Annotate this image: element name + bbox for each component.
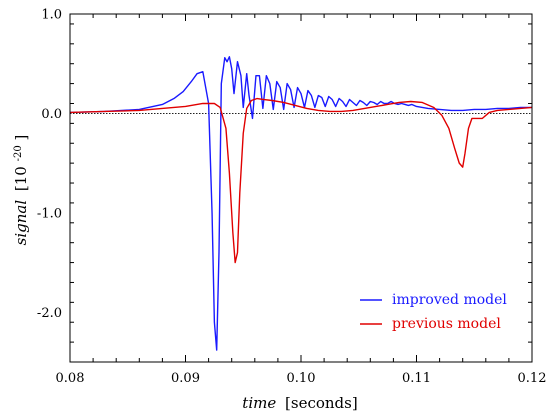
x-tick-label: 0.11	[402, 371, 431, 386]
y-tick-label: 1.0	[41, 8, 62, 23]
x-tick-label: 0.12	[518, 371, 547, 386]
x-axis-label-italic: time	[242, 394, 276, 412]
y-tick-label: 0.0	[41, 107, 62, 122]
series-line-previous-model	[69, 97, 533, 264]
plot-frame	[69, 13, 533, 363]
y-axis-label-unit-exp: -20	[13, 145, 24, 161]
series-layer	[69, 56, 533, 351]
x-axis-label-unit: [seconds]	[285, 394, 358, 412]
y-axis-label-unit-base: [10	[12, 166, 30, 191]
x-tick-label: 0.08	[56, 371, 85, 386]
ticks-layer: 0.08 0.09 0.10 0.11 0.12 1.0 0.0 -1.0 -2.0	[37, 8, 547, 387]
legend-label-previous-model: previous model	[392, 316, 501, 332]
x-axis-label: time [seconds]	[242, 394, 357, 412]
y-axis-label-italic: signal	[12, 200, 30, 246]
y-tick-label: -2.0	[37, 306, 62, 321]
plot-area: 0.08 0.09 0.10 0.11 0.12 1.0 0.0 -1.0 -2.0	[37, 8, 547, 387]
y-axis-label-unit-close: ]	[12, 135, 30, 141]
legend-label-improved-model: improved model	[392, 292, 507, 308]
legend: improved model previous model	[360, 292, 507, 332]
x-tick-label: 0.09	[171, 371, 200, 386]
y-tick-label: -1.0	[37, 206, 62, 221]
y-axis-label: signal [10 -20 ]	[12, 135, 30, 246]
x-tick-label: 0.10	[287, 371, 316, 386]
